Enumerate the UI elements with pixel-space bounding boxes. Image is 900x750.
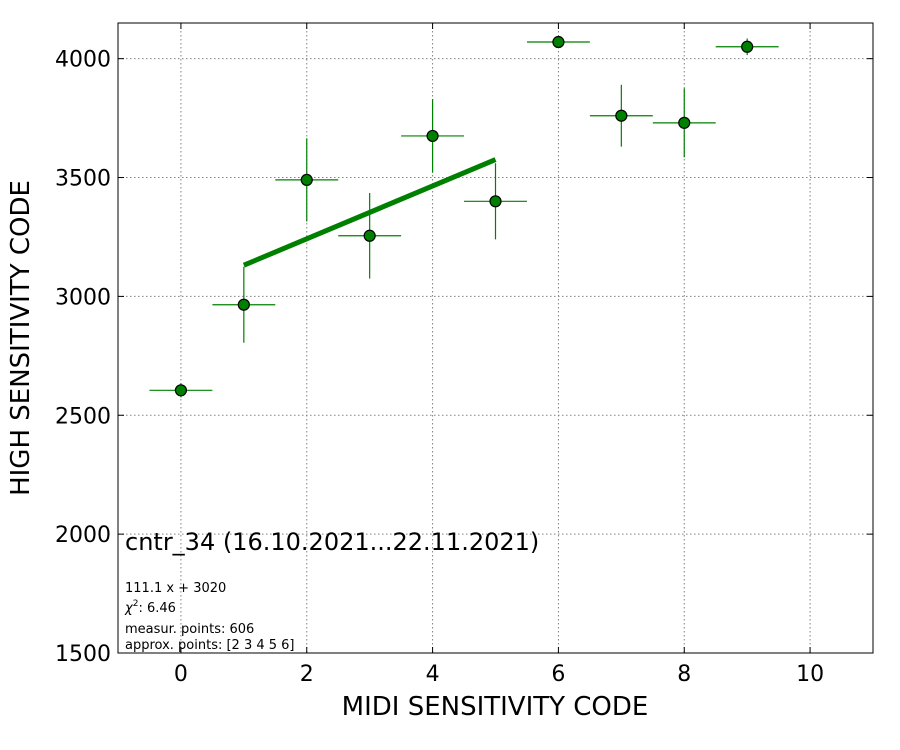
x-tick-label: 8 bbox=[677, 662, 691, 687]
data-point bbox=[300, 173, 313, 187]
annotation-title: cntr_34 (16.10.2021...22.11.2021) bbox=[125, 528, 539, 556]
data-point bbox=[237, 298, 250, 311]
annotation-chi2: χ2: 6.46 bbox=[124, 599, 176, 616]
data-point bbox=[363, 229, 376, 242]
data-point bbox=[741, 40, 754, 53]
x-tick-label: 4 bbox=[426, 662, 440, 687]
data-point bbox=[552, 35, 565, 49]
y-axis-label: HIGH SENSITIVITY CODE bbox=[6, 180, 36, 496]
y-tick-label: 4000 bbox=[55, 48, 111, 73]
annotation-measured-points: measur. points: 606 bbox=[125, 622, 254, 637]
chi2-symbol: χ bbox=[124, 601, 134, 616]
x-tick-label: 10 bbox=[796, 662, 824, 687]
annotation-approx-points: approx. points: [2 3 4 5 6] bbox=[125, 638, 295, 653]
x-tick-label: 6 bbox=[551, 662, 565, 687]
data-point bbox=[615, 109, 628, 122]
plot-frame bbox=[117, 22, 874, 654]
y-tick-label: 3000 bbox=[55, 285, 111, 310]
y-tick-label: 3500 bbox=[55, 167, 111, 192]
y-tick-label: 1500 bbox=[55, 642, 111, 667]
data-points bbox=[174, 35, 754, 397]
data-point bbox=[426, 129, 439, 143]
x-tick-label: 0 bbox=[174, 662, 188, 687]
data-point bbox=[174, 384, 188, 397]
data-point bbox=[489, 195, 502, 208]
data-point bbox=[678, 116, 691, 129]
x-axis-label: MIDI SENSITIVITY CODE bbox=[342, 692, 649, 722]
y-tick-label: 2500 bbox=[55, 404, 111, 429]
chi2-value: : 6.46 bbox=[138, 601, 175, 616]
axis-ticks: 0 2 4 6 8 10 1500 2000 2500 3000 3500 4000 bbox=[55, 23, 873, 687]
annotation-equation: 111.1 x + 3020 bbox=[125, 581, 226, 596]
y-tick-label: 2000 bbox=[55, 523, 111, 548]
annotation-block: cntr_34 (16.10.2021...22.11.2021) 111.1 … bbox=[124, 528, 539, 653]
chi2-power: 2 bbox=[133, 599, 139, 609]
x-tick-label: 2 bbox=[300, 662, 314, 687]
